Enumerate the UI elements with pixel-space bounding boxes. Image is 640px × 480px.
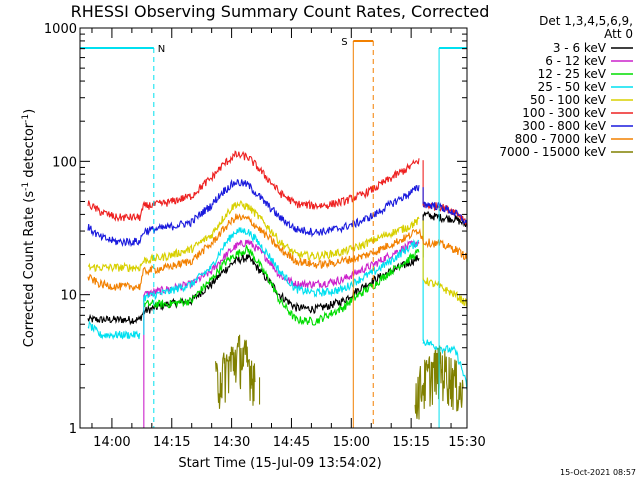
y-label-sup1: -1: [21, 182, 31, 191]
y-label-main: Corrected Count Rate (s: [22, 191, 37, 348]
series-line-3-seg-2: [422, 339, 468, 391]
legend-label-6: 300 - 800 keV: [522, 119, 606, 133]
x-tick-label-0: 14:00: [93, 435, 130, 450]
x-tick-label-4: 15:00: [333, 435, 370, 450]
legend-label-4: 50 - 100 keV: [530, 93, 607, 107]
x-tick-label-2: 14:30: [213, 435, 250, 450]
legend-header-line-1: Det 1,3,4,5,6,9,: [539, 14, 633, 28]
x-axis-label: Start Time (15-Jul-09 13:54:02): [178, 456, 381, 471]
legend-header-line-2: Att 0: [604, 27, 633, 41]
x-tick-label-6: 15:30: [448, 435, 485, 450]
x-tick-label-1: 14:15: [153, 435, 190, 450]
series-line-3-seg-0: [87, 320, 141, 341]
x-tick-label-3: 14:45: [273, 435, 310, 450]
y-tick-label-2: 100: [52, 155, 77, 170]
y-axis-label: Corrected Count Rate (s-1 detector-1): [21, 109, 37, 347]
series-line-5-seg-0: [87, 150, 420, 223]
series-line-4-seg-1: [422, 277, 468, 309]
legend-label-0: 3 - 6 keV: [553, 41, 607, 55]
series-line-1-seg-1: [143, 239, 420, 298]
legend-label-1: 6 - 12 keV: [545, 54, 607, 68]
series-line-8-seg-0: [215, 334, 256, 409]
y-label-mid: detector: [22, 122, 37, 182]
y-tick-label-3: 1000: [44, 22, 77, 37]
legend-label-8: 7000 - 15000 keV: [499, 145, 606, 159]
plot-area: [87, 150, 468, 428]
series-line-6-seg-1: [422, 201, 468, 228]
series-line-7-seg-0: [87, 213, 468, 291]
legend-label-3: 25 - 50 keV: [538, 80, 607, 94]
y-label-end: ): [22, 109, 37, 114]
x-tick-label-5: 15:15: [392, 435, 429, 450]
y-tick-label-0: 1: [69, 422, 77, 437]
legend-label-5: 100 - 300 keV: [522, 106, 606, 120]
saa-marker-label: S: [341, 37, 347, 48]
y-label-sup2: -1: [21, 114, 31, 123]
chart-title: RHESSI Observing Summary Count Rates, Co…: [71, 2, 490, 21]
y-tick-label-1: 10: [60, 289, 77, 304]
annotation-layer: NS: [80, 37, 467, 428]
plot-frame: [79, 27, 468, 429]
legend-label-7: 800 - 7000 keV: [515, 132, 607, 146]
night-marker-label: N: [158, 44, 165, 55]
series-line-4-seg-0: [87, 199, 420, 273]
series-line-6-seg-0: [87, 178, 420, 248]
legend-label-2: 12 - 25 keV: [538, 67, 607, 81]
series-line-0-seg-0: [87, 253, 420, 326]
timestamp: 15-Oct-2021 08:57: [560, 468, 636, 477]
x-axis: 14:00 14:15 14:30 14:45 15:00 15:15 15:30: [91, 28, 486, 450]
